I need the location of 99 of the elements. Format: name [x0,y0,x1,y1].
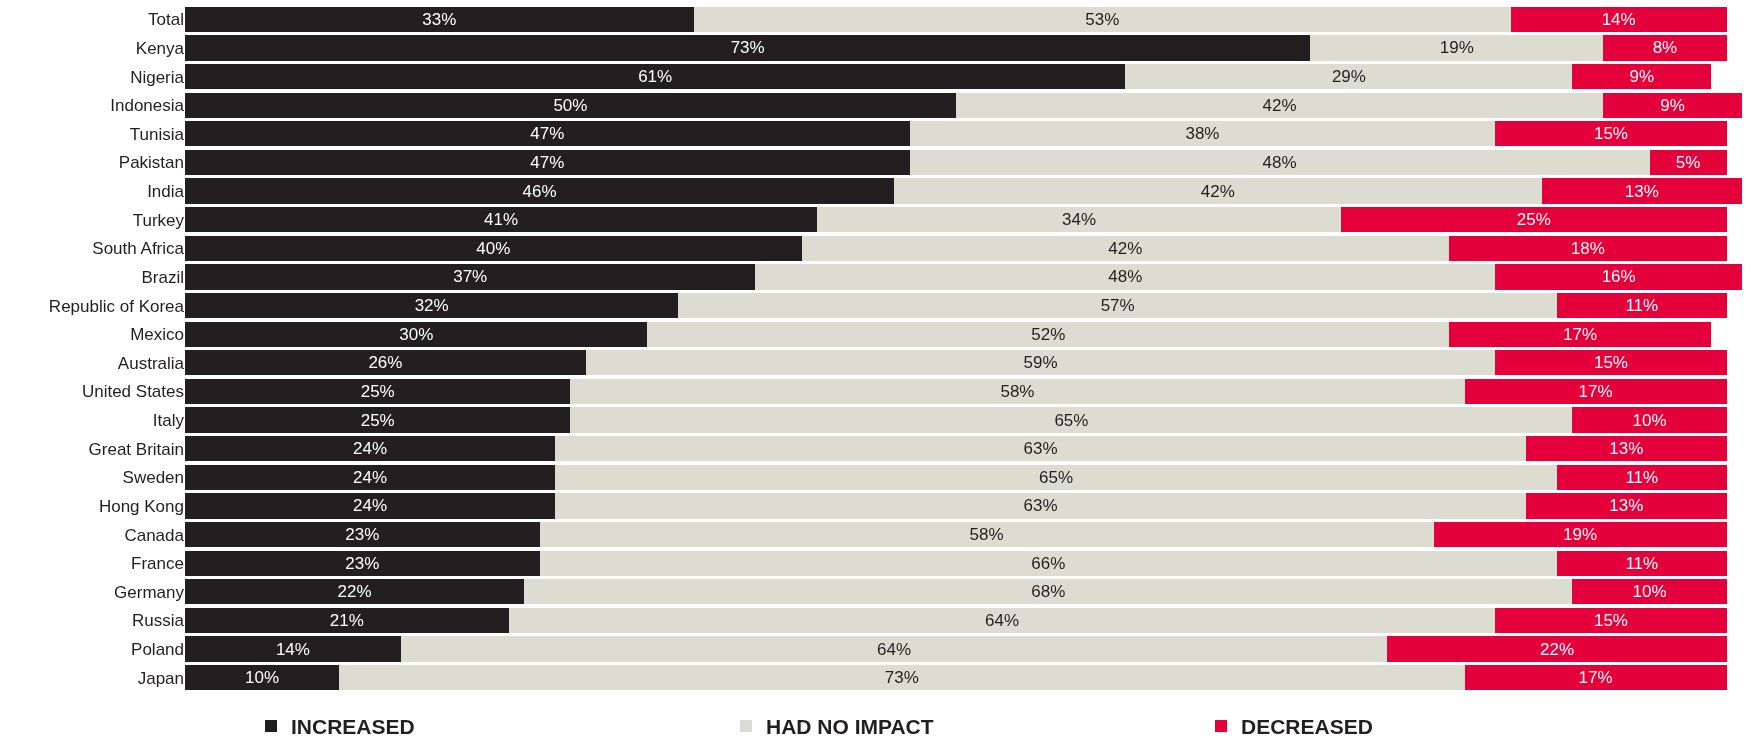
data-label: 25% [360,410,395,430]
data-label: 24% [352,496,388,516]
data-label: 13% [1609,496,1644,516]
data-label: 14% [1601,9,1636,29]
data-label: 59% [1023,353,1058,373]
data-label: 37% [453,267,488,287]
data-label: 13% [1624,181,1659,201]
y-tick-label: Tunisia [129,124,185,144]
data-label: 11% [1625,467,1659,487]
y-tick-label: Germany [114,582,185,602]
y-tick-label: Great Britain [88,439,184,459]
data-label: 11% [1625,553,1659,573]
data-label: 22% [1539,639,1575,659]
data-label: 26% [368,353,403,373]
data-label: 16% [1601,267,1636,287]
data-label: 53% [1085,9,1120,29]
y-tick-label: Nigeria [130,67,185,87]
legend-label: INCREASED [291,715,415,739]
data-label: 47% [530,152,565,172]
data-label: 25% [1516,210,1551,230]
y-tick-label: United States [81,382,184,402]
y-tick-label: Turkey [132,210,185,230]
data-label: 32% [414,296,449,316]
data-label: 52% [1031,324,1066,344]
data-label: 23% [345,553,380,573]
y-tick-label: India [147,182,185,202]
data-label: 14% [275,639,310,659]
data-label: 48% [1108,267,1143,287]
data-label: 10% [1632,582,1667,602]
y-tick-label: Brazil [141,267,184,287]
data-label: 23% [345,525,380,545]
data-label: 17% [1563,324,1598,344]
legend-label: HAD NO IMPACT [766,715,934,739]
data-label: 21% [329,610,364,630]
data-label: 38% [1185,124,1220,144]
data-label: 73% [730,38,765,58]
y-tick-label: France [131,554,184,574]
data-label: 66% [1031,553,1066,573]
data-label: 64% [877,639,912,659]
y-tick-label: Italy [152,411,185,431]
data-label: 15% [1593,610,1628,630]
y-tick-label: Poland [131,640,184,660]
y-tick-label: Japan [137,668,184,688]
y-tick-label: Kenya [135,38,185,58]
data-label: 24% [352,439,388,459]
data-label: 33% [422,9,457,29]
data-label: 10% [1632,410,1667,430]
data-label: 34% [1062,210,1097,230]
data-label: 15% [1593,353,1628,373]
data-label: 15% [1593,124,1628,144]
data-label: 64% [985,610,1020,630]
data-label: 11% [1625,296,1659,316]
data-label: 73% [884,668,919,688]
y-tick-label: Sweden [122,468,184,488]
data-label: 9% [1660,95,1685,115]
data-label: 65% [1054,410,1089,430]
data-label: 17% [1578,668,1613,688]
data-label: 41% [484,210,519,230]
data-label: 58% [1000,381,1035,401]
data-label: 42% [1262,95,1297,115]
data-label: 13% [1609,439,1644,459]
y-tick-label: Hong Kong [98,496,184,516]
data-label: 58% [969,525,1004,545]
data-label: 25% [360,381,395,401]
data-label: 22% [337,582,372,602]
data-label: 10% [245,668,280,688]
data-label: 30% [399,324,434,344]
data-label: 42% [1108,238,1143,258]
y-tick-label: South Africa [92,239,185,259]
data-label: 40% [476,238,511,258]
legend-label: DECREASED [1241,715,1373,739]
data-label: 8% [1652,38,1678,58]
data-label: 61% [638,67,673,87]
y-tick-label: Indonesia [110,96,185,116]
y-tick-label: Republic of Korea [48,296,185,316]
data-label: 48% [1262,152,1297,172]
data-label: 17% [1578,381,1613,401]
data-label: 47% [530,124,565,144]
data-label: 19% [1563,525,1598,545]
data-label: 19% [1439,38,1474,58]
data-label: 57% [1100,296,1135,316]
data-label: 63% [1023,439,1058,459]
y-tick-label: Russia [132,611,185,631]
y-tick-label: Total [148,10,184,30]
data-label: 46% [522,181,557,201]
data-label: 18% [1570,238,1605,258]
y-tick-label: Mexico [130,325,184,345]
data-label: 5% [1675,152,1701,172]
data-label: 50% [553,95,588,115]
data-label: 9% [1629,67,1655,87]
data-label: 63% [1023,496,1058,516]
data-label: 42% [1200,181,1235,201]
data-label: 29% [1331,67,1366,87]
y-tick-label: Pakistan [118,153,184,173]
data-label: 24% [352,467,388,487]
data-label: 65% [1038,467,1074,487]
y-tick-label: Canada [124,525,185,545]
data-label: 68% [1031,582,1066,602]
y-tick-label: Australia [117,353,185,373]
